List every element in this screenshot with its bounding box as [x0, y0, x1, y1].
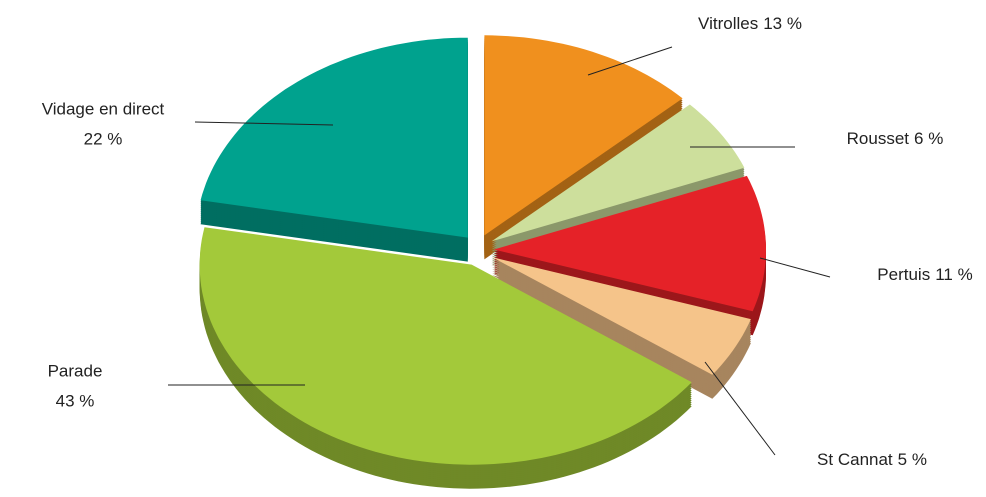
value-label: 11 %: [935, 265, 973, 284]
slice: [491, 104, 745, 242]
category-label: Pertuis: [877, 265, 930, 284]
value-label: 13 %: [763, 14, 802, 33]
leader-line: [704, 361, 776, 456]
slice-label: Pertuis 11 %: [877, 265, 972, 284]
leader-line: [194, 121, 334, 126]
slice-label: Vitrolles 13 %: [698, 14, 802, 33]
value-label: 22 %: [84, 129, 123, 148]
category-label: Vidage en direct: [42, 99, 165, 118]
leader-line: [587, 46, 673, 76]
category-label: Vitrolles: [698, 14, 758, 33]
slice-label: Rousset 6 %: [847, 129, 944, 148]
value-label: 43 %: [56, 391, 95, 410]
category-label: Parade: [48, 361, 103, 380]
slice: [199, 227, 692, 465]
category-label: Rousset: [847, 129, 910, 148]
pie-tops: [199, 35, 766, 465]
labels: Vitrolles 13 % Rousset 6 % Pertuis 11 % St Can…: [42, 14, 973, 469]
slice: [200, 37, 468, 238]
category-label: St Cannat: [817, 450, 893, 469]
slice-label: St Cannat 5 %: [817, 450, 927, 469]
value-label: 5 %: [898, 450, 927, 469]
slice: [484, 35, 683, 236]
slice: [493, 175, 766, 312]
value-label: 6 %: [914, 129, 943, 148]
slice: [492, 257, 751, 375]
leader-line: [759, 257, 831, 278]
